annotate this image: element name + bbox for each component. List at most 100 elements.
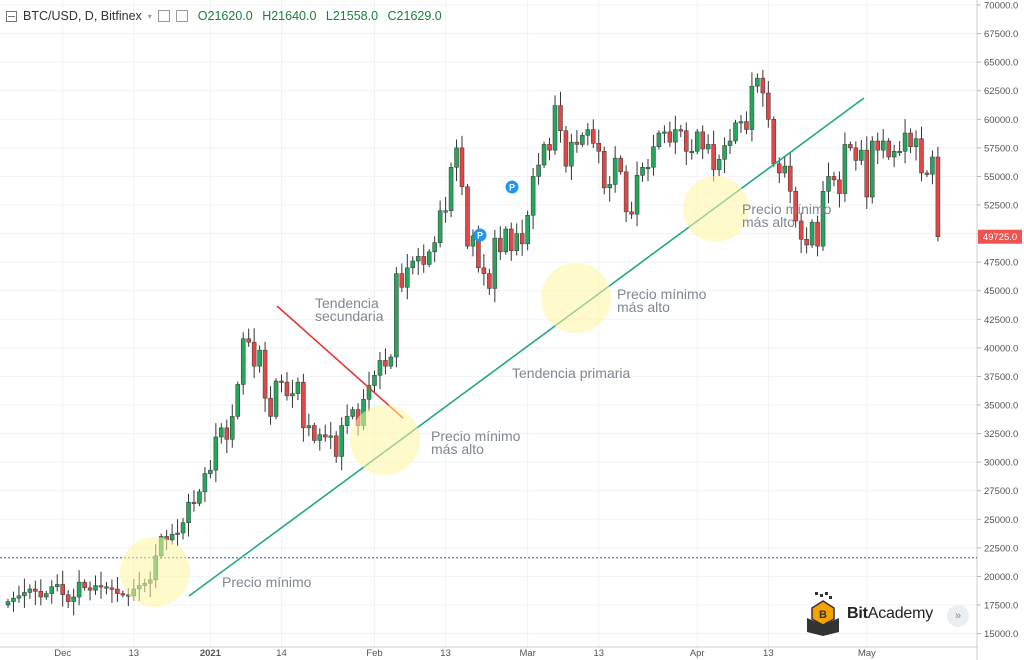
candle-body xyxy=(273,380,279,417)
candle xyxy=(437,200,443,248)
candle-body xyxy=(295,381,301,394)
candle xyxy=(612,146,618,193)
candle xyxy=(716,154,722,177)
candle xyxy=(93,575,98,595)
candle xyxy=(930,150,935,185)
candle-body xyxy=(809,221,815,246)
candle xyxy=(87,581,93,601)
candle xyxy=(689,139,694,160)
collapse-icon[interactable] xyxy=(6,10,17,22)
candle xyxy=(49,580,55,604)
candle xyxy=(760,69,766,107)
candle-body xyxy=(842,144,848,194)
lowest-price-label: Precio mínimo xyxy=(222,574,312,590)
event-marker-p[interactable]: P xyxy=(505,180,519,194)
candle-body xyxy=(711,144,716,170)
candle-body xyxy=(312,425,317,441)
candle-body xyxy=(169,533,175,541)
candle-body xyxy=(498,237,503,253)
candle xyxy=(678,124,684,138)
candle-body xyxy=(771,119,777,165)
candle-body xyxy=(333,435,339,457)
candle-body xyxy=(716,159,722,170)
candle xyxy=(333,431,339,463)
scroll-right-button[interactable]: » xyxy=(947,605,969,627)
higher-low-highlight xyxy=(120,537,190,607)
ohlc-values: O21620.0 H21640.0 L21558.0 C21629.0 xyxy=(198,9,448,23)
candle xyxy=(809,219,815,248)
candle-body xyxy=(760,77,766,94)
secondary-trendline xyxy=(276,305,404,419)
symbol-title[interactable]: BTC/USD, D, Bitfinex xyxy=(23,9,142,23)
high-value: H21640.0 xyxy=(262,9,317,23)
candle-body xyxy=(306,425,312,429)
candle xyxy=(180,518,186,540)
visibility-icon[interactable] xyxy=(157,10,170,22)
candle xyxy=(924,170,930,177)
secondary-trend-label: Tendencia secundaria xyxy=(315,295,384,324)
candle xyxy=(519,219,525,256)
candle-body xyxy=(897,151,902,154)
candle-body xyxy=(678,129,684,132)
candle xyxy=(870,136,875,204)
y-tick-label: 35000.0 xyxy=(984,401,1018,412)
candle xyxy=(98,571,104,599)
candle xyxy=(596,129,602,164)
x-tick-label: Dec xyxy=(54,648,71,659)
candle-body xyxy=(104,586,109,589)
candle-body xyxy=(645,167,651,170)
candle-body xyxy=(344,416,350,426)
candle-body xyxy=(596,143,602,152)
candle-body xyxy=(886,140,891,158)
candle xyxy=(787,152,793,204)
candle xyxy=(481,254,487,286)
candle xyxy=(891,144,897,168)
candle-body xyxy=(574,141,580,145)
price-axis[interactable]: 15000.0 17500.0 20000.0 22500.0 25000.0 27500… xyxy=(977,1,1018,641)
candle xyxy=(426,249,432,268)
y-tick-label: 70000.0 xyxy=(984,1,1018,12)
candle xyxy=(727,129,733,154)
candle xyxy=(508,222,514,261)
candle-body xyxy=(859,149,864,161)
candle xyxy=(295,377,301,401)
candle-body xyxy=(640,167,645,176)
candle-body xyxy=(65,594,71,602)
candle xyxy=(875,132,880,164)
y-tick-label: 17500.0 xyxy=(984,601,1018,612)
candle-body xyxy=(437,210,443,243)
candle-body xyxy=(536,164,541,177)
candle-body xyxy=(416,256,421,262)
candle xyxy=(399,263,405,292)
candle xyxy=(459,135,465,196)
candle-body xyxy=(585,129,591,136)
candle-body xyxy=(798,220,804,240)
event-marker-p[interactable]: P xyxy=(473,228,487,242)
candle-body xyxy=(399,273,405,288)
candle xyxy=(350,406,355,420)
chevron-down-icon[interactable]: ▾ xyxy=(147,11,152,21)
candle xyxy=(44,590,49,600)
candle-body xyxy=(60,584,65,595)
candle-body xyxy=(519,233,525,245)
y-tick-label: 45000.0 xyxy=(984,286,1018,297)
candle xyxy=(60,570,65,607)
candle xyxy=(465,183,470,249)
candle xyxy=(27,584,33,599)
candle xyxy=(284,371,290,401)
candle xyxy=(902,119,908,164)
x-tick-label: Apr xyxy=(690,648,705,659)
settings-icon[interactable] xyxy=(175,10,188,22)
candle xyxy=(301,373,306,442)
y-tick-label: 42500.0 xyxy=(984,315,1018,326)
candle-body xyxy=(656,132,662,147)
candle xyxy=(662,125,667,144)
candle-body xyxy=(601,151,607,189)
candle xyxy=(306,413,312,437)
candle-body xyxy=(902,132,908,152)
time-axis[interactable]: Dec 13 2021 14 Feb 13 Mar 13 Apr 13 May xyxy=(54,648,876,659)
candle-body xyxy=(700,131,705,150)
y-tick-label: 27500.0 xyxy=(984,486,1018,497)
candle-body xyxy=(54,584,60,587)
